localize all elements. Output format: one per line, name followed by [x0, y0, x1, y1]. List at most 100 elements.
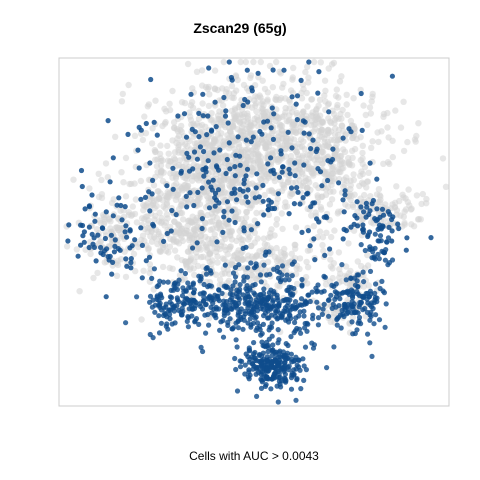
- cell-point-below-threshold: [274, 195, 281, 203]
- cell-point-above-threshold: [92, 218, 98, 224]
- cell-point-above-threshold: [219, 290, 225, 296]
- cell-point-above-threshold: [196, 321, 202, 327]
- cell-point-above-threshold: [103, 294, 109, 300]
- cell-point-above-threshold: [253, 185, 259, 191]
- cell-point-below-threshold: [244, 231, 252, 238]
- cell-point-below-threshold: [214, 86, 221, 94]
- cell-point-below-threshold: [262, 177, 269, 184]
- cell-point-above-threshold: [325, 297, 331, 303]
- cell-point-below-threshold: [230, 110, 237, 118]
- cell-point-above-threshold: [369, 246, 375, 252]
- cell-point-above-threshold: [86, 244, 92, 251]
- cell-point-below-threshold: [423, 200, 430, 207]
- cell-point-below-threshold: [347, 182, 354, 189]
- cell-point-below-threshold: [368, 144, 375, 151]
- cell-point-above-threshold: [287, 307, 293, 313]
- cell-point-below-threshold: [327, 318, 334, 325]
- cell-point-above-threshold: [310, 137, 316, 143]
- cell-point-above-threshold: [151, 119, 157, 125]
- cell-point-above-threshold: [226, 59, 232, 65]
- cell-point-above-threshold: [382, 324, 388, 330]
- cell-point-below-threshold: [150, 182, 158, 189]
- cell-point-below-threshold: [144, 103, 151, 110]
- cell-point-below-threshold: [114, 261, 122, 269]
- cell-point-above-threshold: [240, 188, 246, 194]
- cell-point-below-threshold: [367, 110, 374, 117]
- cell-point-above-threshold: [282, 277, 288, 283]
- cell-point-below-threshold: [175, 229, 182, 236]
- cell-point-below-threshold: [310, 223, 317, 230]
- cell-point-below-threshold: [145, 217, 152, 224]
- cell-point-below-threshold: [327, 119, 335, 127]
- cell-point-above-threshold: [289, 145, 295, 151]
- cell-point-above-threshold: [257, 272, 264, 278]
- cell-point-below-threshold: [318, 206, 325, 213]
- cell-point-above-threshold: [164, 183, 170, 189]
- cell-point-below-threshold: [216, 204, 223, 212]
- cell-point-above-threshold: [293, 354, 299, 360]
- cell-point-below-threshold: [320, 247, 327, 255]
- cell-point-above-threshold: [317, 169, 324, 175]
- cell-point-below-threshold: [232, 72, 240, 79]
- cell-point-below-threshold: [171, 218, 178, 225]
- cell-point-below-threshold: [157, 190, 164, 197]
- cell-point-below-threshold: [259, 108, 266, 115]
- cell-point-above-threshold: [265, 349, 271, 355]
- cell-point-above-threshold: [237, 282, 243, 288]
- cell-point-below-threshold: [146, 269, 153, 277]
- cell-point-below-threshold: [133, 219, 141, 226]
- cell-point-below-threshold: [312, 113, 320, 121]
- cell-point-below-threshold: [186, 232, 193, 239]
- cell-point-above-threshold: [364, 204, 370, 210]
- cell-point-below-threshold: [219, 102, 227, 109]
- cell-point-below-threshold: [194, 223, 201, 231]
- cell-point-above-threshold: [214, 239, 220, 245]
- cell-point-below-threshold: [239, 236, 247, 244]
- cell-point-above-threshold: [374, 176, 380, 182]
- cell-point-above-threshold: [266, 249, 272, 255]
- cell-point-below-threshold: [216, 281, 223, 289]
- cell-point-below-threshold: [358, 262, 365, 270]
- cell-point-above-threshold: [78, 222, 84, 228]
- cell-point-above-threshold: [403, 247, 409, 253]
- cell-point-above-threshold: [300, 118, 306, 124]
- cell-point-above-threshold: [122, 229, 128, 235]
- cell-point-above-threshold: [194, 156, 200, 162]
- cell-point-below-threshold: [365, 169, 372, 176]
- cell-point-above-threshold: [224, 156, 230, 163]
- cell-point-above-threshold: [259, 353, 265, 359]
- cell-point-above-threshold: [179, 293, 186, 299]
- cell-point-above-threshold: [334, 322, 340, 328]
- cell-point-below-threshold: [439, 155, 447, 162]
- cell-point-above-threshold: [233, 337, 239, 343]
- cell-point-above-threshold: [266, 336, 272, 342]
- cell-point-above-threshold: [233, 300, 239, 306]
- cell-point-above-threshold: [310, 345, 317, 351]
- cell-point-below-threshold: [98, 176, 105, 184]
- cell-point-below-threshold: [346, 160, 353, 167]
- cell-point-above-threshold: [184, 204, 190, 210]
- cell-point-below-threshold: [171, 247, 179, 254]
- cell-point-above-threshold: [186, 168, 193, 174]
- cell-point-below-threshold: [128, 212, 135, 219]
- cell-point-below-threshold: [308, 165, 315, 172]
- cell-point-above-threshold: [373, 218, 379, 224]
- cell-point-above-threshold: [299, 283, 305, 289]
- cell-point-above-threshold: [315, 322, 321, 328]
- cell-point-above-threshold: [251, 351, 257, 357]
- cell-point-above-threshold: [265, 294, 271, 300]
- cell-point-above-threshold: [286, 284, 292, 290]
- cell-point-above-threshold: [277, 354, 283, 360]
- cell-point-above-threshold: [237, 364, 244, 370]
- cell-point-below-threshold: [175, 187, 182, 194]
- cell-point-above-threshold: [320, 306, 326, 312]
- cell-point-above-threshold: [312, 257, 318, 263]
- cell-point-below-threshold: [131, 180, 138, 187]
- cell-point-below-threshold: [304, 63, 311, 70]
- cell-point-below-threshold: [213, 224, 221, 232]
- cell-point-below-threshold: [253, 100, 260, 107]
- cell-point-above-threshold: [242, 371, 248, 377]
- cell-point-below-threshold: [277, 249, 285, 256]
- cell-point-above-threshold: [343, 289, 349, 295]
- cell-point-above-threshold: [301, 313, 307, 319]
